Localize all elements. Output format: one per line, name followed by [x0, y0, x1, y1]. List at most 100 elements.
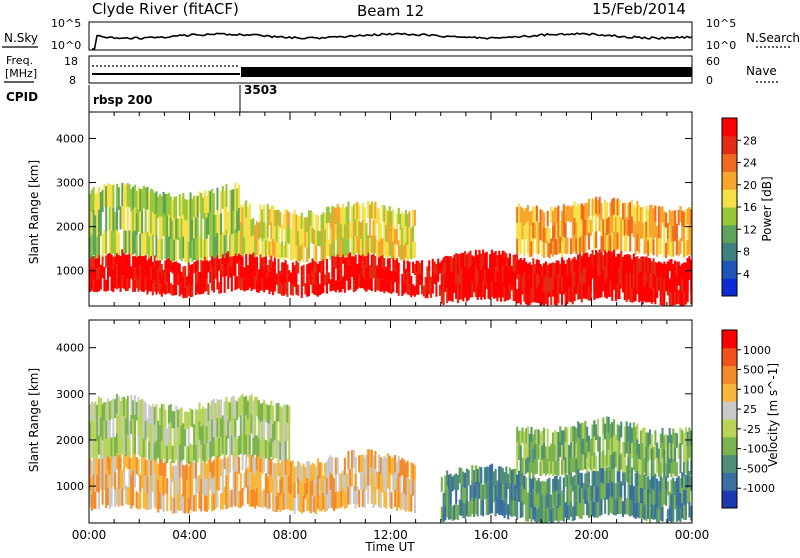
power-cell: [636, 201, 639, 218]
velocity-cell: [175, 497, 178, 514]
power-cell: [248, 220, 251, 238]
velocity-cell: [587, 435, 591, 452]
velocity-cell: [557, 431, 560, 447]
time-tick-label: 12:00: [373, 528, 408, 542]
velocity-cell: [388, 472, 391, 491]
power-cell: [266, 264, 269, 278]
velocity-cell: [593, 501, 596, 518]
power-cell: [550, 238, 553, 255]
power-cell: [245, 278, 248, 291]
power-cell: [505, 253, 508, 266]
velocity-heatmap: [89, 393, 692, 523]
velocity-cell: [648, 444, 652, 460]
power-cell: [141, 279, 144, 292]
power-cell: [349, 222, 352, 239]
velocity-cell: [683, 489, 686, 505]
velocity-cell: [491, 480, 494, 497]
velocity-cell: [571, 476, 574, 492]
velocity-ytick-label: 3000: [56, 388, 84, 401]
power-cell: [169, 196, 172, 218]
velocity-cell: [638, 502, 641, 519]
power-cell: [492, 252, 495, 269]
velocity-cell: [659, 462, 662, 477]
velocity-cell: [311, 495, 314, 512]
power-cell: [354, 202, 357, 220]
power-cell: [638, 237, 641, 254]
power-cell: [325, 258, 328, 271]
power-cell: [153, 267, 156, 280]
power-cell: [225, 207, 228, 231]
power-cell: [623, 202, 626, 220]
velocity-cell: [580, 503, 583, 519]
power-cell: [268, 259, 271, 272]
power-cell: [351, 251, 354, 265]
velocity-cell: [397, 473, 400, 491]
velocity-cell: [636, 501, 639, 518]
power-cell: [234, 277, 237, 291]
velocity-cell: [648, 429, 652, 445]
power-cell: [325, 239, 328, 257]
power-cell: [587, 198, 591, 216]
power-cell: [223, 235, 226, 258]
power-cell: [211, 278, 214, 291]
velocity-cell: [410, 478, 413, 495]
power-cell: [202, 259, 205, 271]
velocity-cell: [264, 473, 267, 491]
velocity-cell: [600, 498, 603, 515]
velocity-cell: [544, 481, 547, 496]
velocity-cell: [209, 423, 212, 442]
power-cell: [426, 287, 429, 299]
power-cell: [577, 236, 580, 253]
velocity-cell: [279, 405, 282, 425]
power-cell: [573, 217, 576, 235]
power-cell: [189, 236, 192, 259]
power-cell: [151, 234, 154, 257]
velocity-cell: [519, 486, 522, 503]
power-cell: [282, 262, 285, 274]
velocity-cell: [270, 400, 273, 420]
power-cell: [370, 279, 373, 292]
power-cell: [632, 204, 635, 222]
velocity-cell: [275, 421, 278, 441]
velocity-cell: [234, 437, 237, 457]
power-cell: [325, 206, 328, 224]
power-cell: [97, 232, 101, 255]
velocity-cell: [508, 467, 512, 484]
power-cell: [137, 267, 140, 280]
velocity-cell: [273, 421, 276, 440]
velocity-cell: [580, 438, 583, 455]
power-cell: [395, 281, 398, 294]
power-cell: [620, 270, 623, 286]
power-cell: [347, 235, 350, 254]
power-cell: [135, 275, 138, 289]
velocity-cell: [639, 503, 643, 519]
velocity-cell: [141, 470, 144, 489]
power-cell: [90, 253, 93, 267]
velocity-cell: [106, 487, 110, 506]
velocity-cell: [372, 473, 375, 491]
velocity-cell: [643, 474, 646, 490]
velocity-cell: [363, 456, 366, 474]
velocity-cell: [221, 459, 224, 476]
velocity-cell: [521, 427, 524, 443]
velocity-cell: [532, 504, 535, 520]
power-cell: [650, 204, 653, 222]
power-cell: [324, 244, 327, 261]
power-cell: [252, 276, 255, 290]
power-cell: [158, 194, 162, 216]
power-cell: [304, 283, 307, 295]
power-cell: [397, 240, 400, 257]
power-cell: [550, 206, 553, 223]
power-cell: [264, 223, 267, 241]
power-cell: [121, 182, 124, 207]
power-cell: [557, 274, 560, 290]
power-cell: [96, 280, 99, 293]
velocity-cell: [318, 462, 321, 479]
power-cell: [548, 263, 551, 278]
power-cell: [329, 243, 332, 260]
power-cell: [198, 235, 201, 258]
power-cell: [155, 260, 158, 272]
power-cell: [553, 263, 556, 277]
velocity-colorbar-tick-label: -25: [743, 423, 761, 436]
power-cell: [365, 267, 368, 280]
